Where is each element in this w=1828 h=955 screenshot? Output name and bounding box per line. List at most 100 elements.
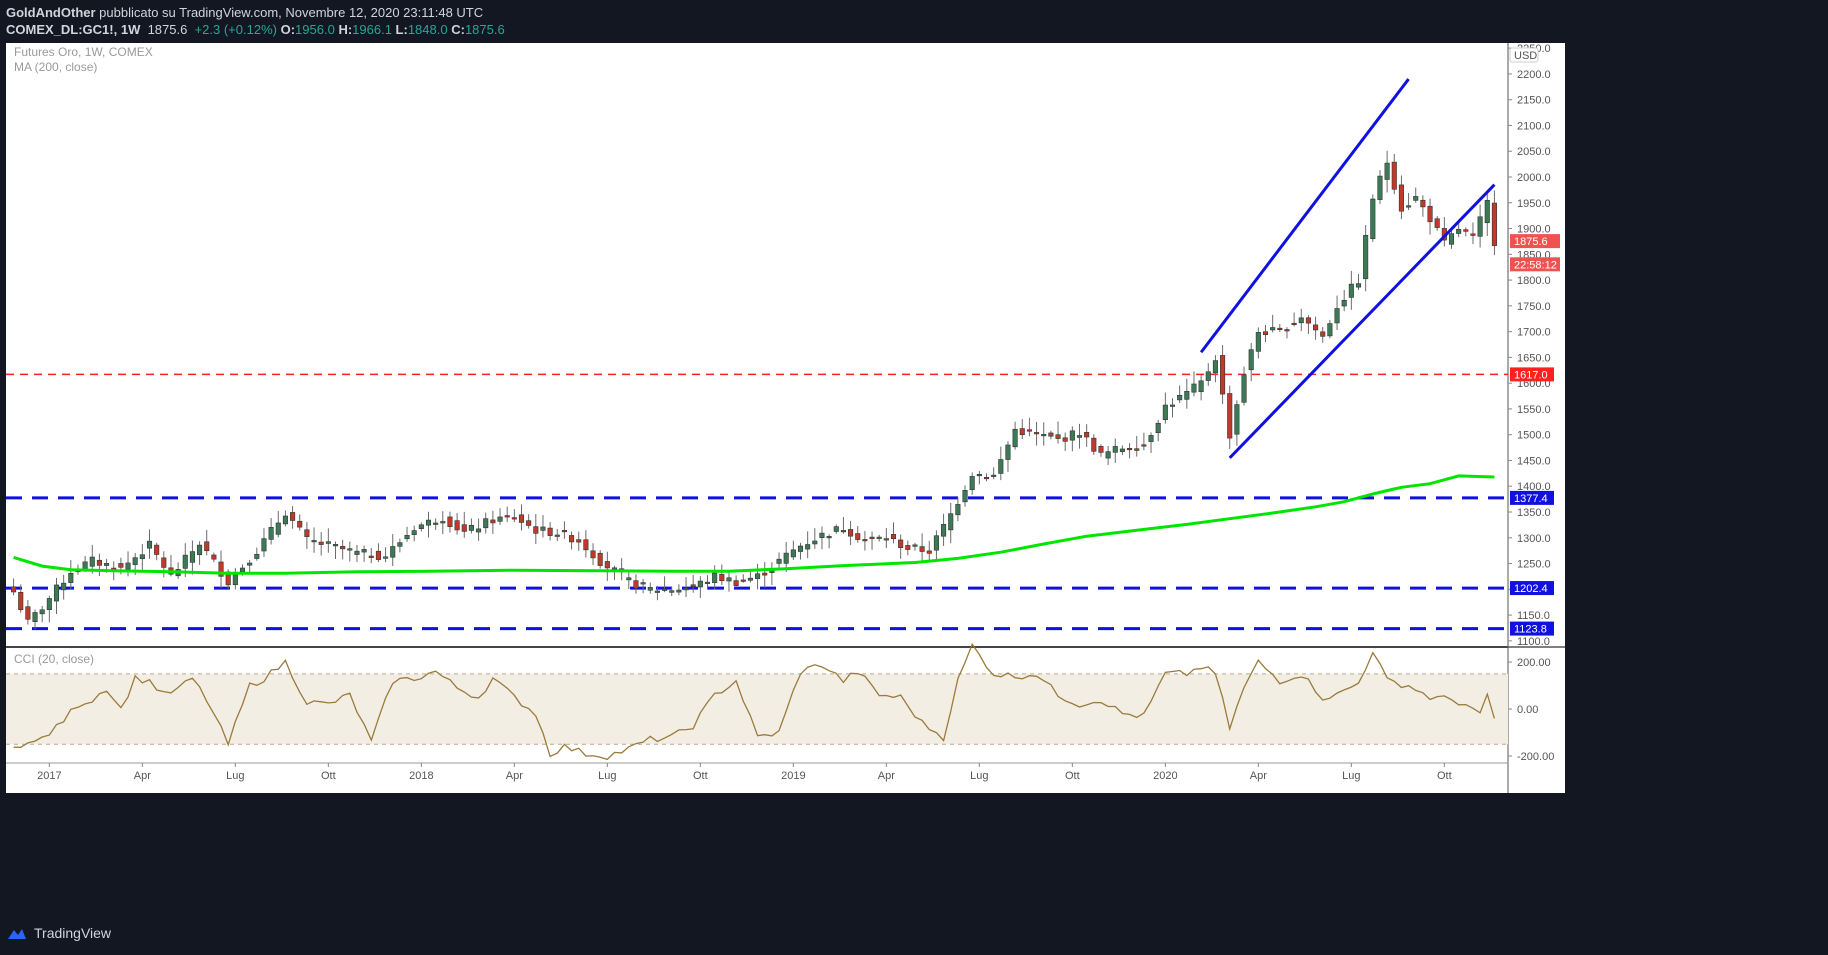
candle-body [1055,434,1061,439]
cci-tick-label: 200.00 [1517,657,1551,669]
candle-body [1334,308,1340,324]
candle-body [104,563,110,566]
candle-body [211,554,217,560]
chart-title: Futures Oro, 1W, COMEX [14,45,153,59]
price-tick-label: 2000.0 [1517,172,1551,184]
cci-indicator [6,642,1508,761]
candle-body [583,539,589,551]
candle-body [919,546,925,552]
candle-body [962,490,968,503]
candle-body [354,550,360,555]
time-tick-label: Apr [878,770,895,782]
price-tick-label: 1400.0 [1517,481,1551,493]
currency-badge[interactable]: USD [1509,47,1539,63]
candle-body [139,554,145,560]
candle-body [447,516,453,527]
price-tick-label: 1800.0 [1517,275,1551,287]
price-tick-label: 1100.0 [1517,636,1550,648]
candle-body [1212,360,1218,374]
last-price: 1875.6 [147,22,188,37]
time-tick-label: 2019 [781,770,805,782]
candle-body [325,541,331,544]
candle-body [425,519,432,526]
low-value: 1848.0 [407,22,448,37]
candle-body [18,591,24,611]
candle-body [1484,199,1490,224]
candle-body [633,580,639,589]
candle-body [511,517,517,520]
candle-body [504,515,510,518]
candle-body [740,579,746,582]
author-name[interactable]: GoldAndOther [6,5,96,20]
level-tag [1510,581,1554,596]
change-value: +2.3 (+0.12%) [194,22,277,37]
candle-body [1112,446,1118,453]
candle-body [683,588,689,591]
close-label: C: [451,22,465,37]
candle-body [96,559,102,566]
candle-body [640,582,646,585]
candle-body [1119,448,1125,452]
candle-body [1098,446,1104,453]
candle-body [941,523,947,537]
time-axis[interactable]: 2017 Apr Lug Ott 2018 Apr Lug Ott 2019 Apr Lug Ott 2… [37,763,1452,782]
candle-body [440,521,446,524]
candle-body [1220,355,1226,395]
candle-body [776,558,782,564]
candle-body [1162,404,1168,421]
candle-body [247,562,253,566]
candle-body [833,526,839,532]
chart-area[interactable]: 1100.01150.01200.01250.01300.01350.01400… [0,43,1828,918]
channel-lower-line[interactable] [1228,183,1496,459]
price-tick-label: 2100.0 [1517,120,1551,132]
last-price-tag [1510,234,1560,249]
candle-body [347,548,353,551]
candle-body [361,549,367,553]
candle-body [1363,234,1369,280]
candle-body [461,524,467,532]
candle-body [1448,233,1455,245]
candle-body [390,546,396,558]
price-tick-label: 1250.0 [1517,559,1551,571]
ma200-line [13,474,1495,575]
candle-body [418,524,424,529]
candle-body [1427,205,1433,223]
candle-body [1341,299,1347,307]
candle-body [933,535,939,551]
candle-body [332,544,339,547]
candle-body [275,522,281,535]
candle-body [1470,233,1476,236]
price-tags: 1617.0 1377.4 1202.4 1123.8 1875.6 22:58:12 [1510,234,1560,636]
candle-body [1005,444,1011,460]
price-tick-label: 1650.0 [1517,352,1551,364]
candle-body [197,544,203,556]
candle-body [1134,448,1140,451]
candle-body [411,530,417,535]
candle-body [540,526,546,531]
candle-body [433,522,439,525]
candle-body [125,562,131,570]
time-tick-label: Lug [226,770,244,782]
candle-body [497,516,503,522]
tradingview-logo[interactable]: TradingView [6,925,111,941]
candle-body [1034,432,1040,435]
symbol-label[interactable]: COMEX_DL:GC1!, 1W [6,22,141,37]
candle-body [848,529,854,537]
open-label: O: [280,22,296,37]
cci-tick-label: 0.00 [1517,704,1538,716]
candle-body [576,539,582,543]
channel-upper-line[interactable] [1199,78,1410,354]
candle-body [898,539,904,548]
candle-body [1406,205,1412,208]
candle-body [1191,383,1197,393]
trend-channel[interactable] [1199,78,1496,459]
candle-body [268,527,274,540]
candle-body [1205,371,1211,381]
candle-body [282,515,288,525]
candle-body [976,474,982,477]
candle-body [969,476,975,490]
low-label: L: [395,22,408,37]
candle-body [404,535,410,540]
horizontal-levels[interactable] [6,373,1508,631]
candle-body [690,584,696,587]
